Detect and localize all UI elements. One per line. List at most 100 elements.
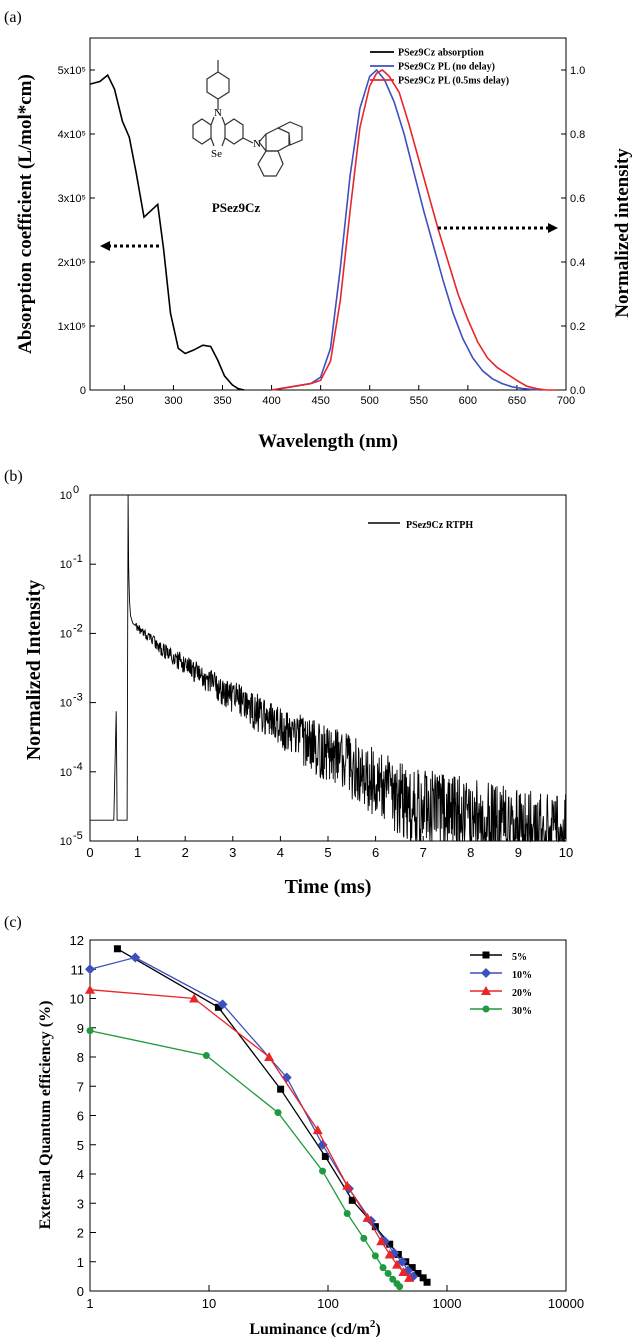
panel-b-ytick-base: 10 [60, 767, 72, 779]
panel-c-xtick-label: 1 [86, 1296, 93, 1311]
panel-c-legend-marker [481, 968, 491, 978]
panel-a-label: (a) [4, 9, 22, 26]
panel-b-xtick-label: 9 [515, 845, 522, 860]
panel-c-legend-label: 10% [512, 970, 532, 981]
panel-c-point-3 [380, 1264, 387, 1271]
panel-a-xtick-label: 400 [262, 395, 280, 407]
panel-a-ytick-right-label: 0.2 [570, 321, 585, 333]
panel-a-xtick-label: 500 [361, 395, 379, 407]
panel-c-series-line-0 [117, 949, 427, 1282]
panel-a-xlabel: Wavelength (nm) [258, 431, 398, 452]
panel-c-ytick-label: 12 [70, 933, 84, 948]
panel-b-ytick-label: 10 [60, 490, 72, 502]
panel-b-label: (b) [4, 468, 23, 485]
panel-b-xtick-label: 6 [372, 845, 379, 860]
panel-b-ytick-base: 10 [60, 559, 72, 571]
panel-a-legend-label: PSez9Cz absorption [398, 48, 484, 59]
panel-a-xtick-label: 250 [115, 395, 133, 407]
panel-b-legend-label: PSez9Cz RTPH [406, 520, 473, 531]
panel-a-xtick-label: 350 [213, 395, 231, 407]
panel-b-series-line-0 [90, 495, 566, 841]
panel-b-xtick-label: 7 [420, 845, 427, 860]
panel-a-ytick-label: 4x10⁵ [58, 129, 86, 141]
panel-a-xtick-label: 600 [459, 395, 477, 407]
panel-a-series-line-2 [272, 70, 557, 390]
panel-b-ytick-exponent: -4 [73, 761, 83, 773]
panel-c-point-3 [344, 1210, 351, 1217]
panel-b-xtick-label: 0 [86, 845, 93, 860]
panel-c-legend-label: 5% [512, 952, 527, 963]
panel-b-xlabel: Time (ms) [285, 876, 372, 898]
panel-c-ytick-label: 7 [77, 1079, 84, 1094]
panel-b-ytick-label: 10 [60, 767, 72, 779]
panel-c-point-3 [319, 1168, 326, 1175]
panel-c-series-line-1 [90, 958, 413, 1277]
panel-b-ytick-base: 10 [60, 490, 72, 502]
panel-a-series-line-0 [90, 75, 244, 390]
panel-b-xtick-label: 1 [134, 845, 141, 860]
panel-a-ytick-right-label: 0.4 [570, 257, 585, 269]
panel-c-ytick-label: 6 [77, 1109, 84, 1124]
panel-a-ytick-right-label: 0.0 [570, 385, 585, 397]
panel-b-ytick-base: 10 [60, 836, 72, 848]
panel-c-xtick-label: 100 [317, 1296, 339, 1311]
panel-b-xtick-label: 3 [229, 845, 236, 860]
molecule-atom-n1: N [214, 107, 222, 119]
panel-c-point-3 [360, 1235, 367, 1242]
panel-c-xlabel-text: Luminance (cd/m [249, 1321, 370, 1337]
panel-c-point-0 [277, 1086, 284, 1093]
panel-c-ytick-label: 9 [77, 1021, 84, 1036]
panel-b-xtick-label: 8 [467, 845, 474, 860]
panel-c-ylabel: External Quantum efficiency (%) [37, 1001, 54, 1230]
panel-b: (b) 0 1 2 3 4 5 6 7 8 9 10 10-510-410-310-210-1100… [4, 468, 573, 898]
panel-c-plot-frame [90, 940, 566, 1291]
panel-a-xtick-label: 300 [164, 395, 182, 407]
panel-a-ytick-label: 1x10⁵ [58, 321, 86, 333]
panel-c-legend-marker [483, 952, 490, 959]
panel-b-ytick-exponent: -5 [73, 830, 83, 842]
panel-c-point-3 [274, 1109, 281, 1116]
panel-b-xtick-label: 4 [277, 845, 284, 860]
panel-c-ytick-label: 2 [77, 1226, 84, 1241]
panel-b-ytick-label: 10 [60, 836, 72, 848]
molecule-atom-n2: N [253, 138, 261, 150]
panel-a-ytick-label: 2x10⁵ [58, 257, 86, 269]
panel-a-ytick-right-label: 0.6 [570, 193, 585, 205]
panel-b-ytick-base: 10 [60, 628, 72, 640]
panel-a-xtick-label: 650 [508, 395, 526, 407]
panel-c-legend-marker [483, 1006, 490, 1013]
panel-b-ytick-exponent: -1 [73, 553, 83, 565]
panel-b-ylabel: Normalized Intensity [23, 580, 45, 761]
panel-a-xtick-label: 550 [410, 395, 428, 407]
panel-c-point-3 [87, 1027, 94, 1034]
panel-c-ytick-label: 1 [77, 1255, 84, 1270]
panel-c-series-line-3 [90, 1031, 400, 1287]
panel-a-legend-label: PSez9Cz PL (0.5ms delay) [398, 76, 509, 87]
panel-c-point-3 [396, 1283, 403, 1290]
panel-c-xtick-label: 10 [202, 1296, 216, 1311]
panel-b-ytick-exponent: 0 [73, 484, 79, 496]
panel-c-ytick-label: 5 [77, 1138, 84, 1153]
panel-a-ytick-label: 5x10⁵ [58, 65, 86, 77]
panel-a-ytick-right-label: 1.0 [570, 65, 585, 77]
panel-a-ytick-right-label: 0.8 [570, 129, 585, 141]
panel-a: (a) 250 300 350 400 450 500 550 600 650 700 0 1x10… [4, 9, 633, 452]
panel-b-plot-frame [90, 495, 566, 841]
molecule-structure [193, 60, 302, 176]
panel-a-plot-frame [90, 38, 566, 390]
panel-c-point-0 [424, 1279, 431, 1286]
panel-c-label: (c) [4, 914, 22, 931]
panel-c-point-3 [372, 1252, 379, 1259]
panel-c-xtick-label: 10000 [548, 1296, 584, 1311]
panel-b-ytick-label: 10 [60, 628, 72, 640]
panel-c-legend-label: 30% [512, 1006, 532, 1017]
molecule-atom-se: Se [211, 148, 222, 160]
panel-c-xlabel-end: ) [375, 1321, 380, 1337]
panel-b-ytick-exponent: -2 [73, 622, 83, 634]
panel-c-ytick-label: 0 [77, 1284, 84, 1299]
panel-c-ytick-label: 8 [77, 1050, 84, 1065]
panel-c-xlabel: Luminance (cd/m2) [249, 1318, 380, 1337]
panel-b-xtick-label: 10 [559, 845, 573, 860]
panel-c-point-0 [114, 945, 121, 952]
